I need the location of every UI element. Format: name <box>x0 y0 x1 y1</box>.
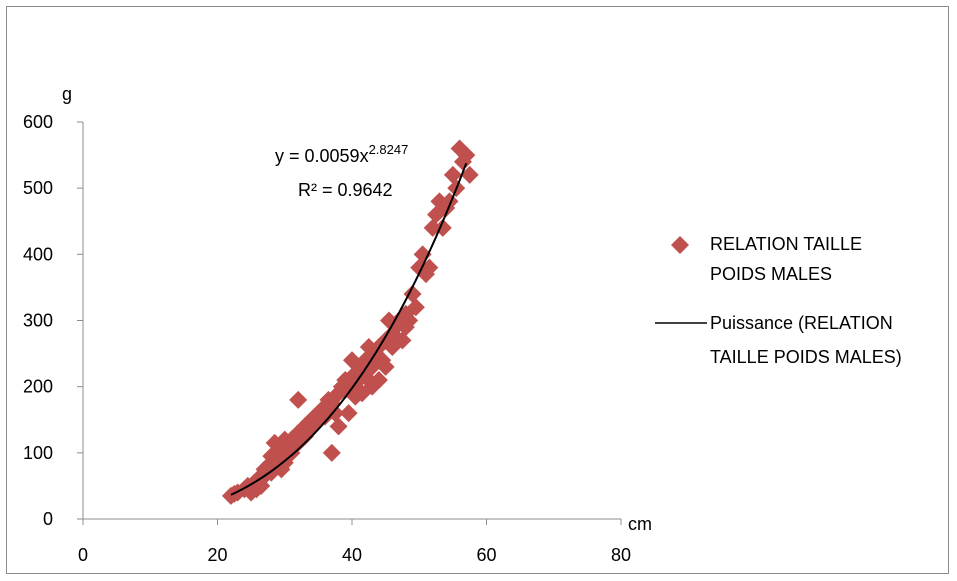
data-point <box>393 331 412 350</box>
y-axis: 0 100 200 300 400 500 600 <box>23 112 84 529</box>
legend-marker-diamond <box>671 236 689 254</box>
y-tick-label: 200 <box>23 377 53 397</box>
x-tick-label: 60 <box>476 545 496 565</box>
legend-label-scatter-line1: RELATION TAILLE <box>710 234 862 254</box>
x-tick-label: 80 <box>611 545 631 565</box>
data-point <box>289 390 308 409</box>
y-tick-label: 300 <box>23 311 53 331</box>
data-point <box>460 165 479 184</box>
r-squared-label: R² = 0.9642 <box>298 180 393 200</box>
data-point <box>443 165 462 184</box>
data-point <box>369 371 388 390</box>
chart-area <box>6 6 949 574</box>
legend-label-scatter-line2: POIDS MALES <box>710 264 832 284</box>
y-tick-label: 100 <box>23 443 53 463</box>
data-point <box>457 146 476 165</box>
legend: RELATION TAILLE POIDS MALES Puissance (R… <box>655 234 902 367</box>
legend-label-trend-line1: Puissance (RELATION <box>710 313 893 333</box>
x-axis: 0 20 40 60 80 <box>78 518 631 565</box>
data-point <box>400 311 419 330</box>
trendline-equation: y = 0.0059x2.8247 <box>275 142 408 166</box>
y-tick-label: 400 <box>23 244 53 264</box>
data-point <box>376 357 395 376</box>
data-point <box>322 443 341 462</box>
x-tick-label: 20 <box>207 545 227 565</box>
data-point <box>326 404 345 423</box>
legend-label-trend-line2: TAILLE POIDS MALES) <box>710 347 902 367</box>
data-point <box>339 404 358 423</box>
data-point <box>329 417 348 436</box>
y-tick-label: 0 <box>43 509 53 529</box>
equation-exponent: 2.8247 <box>369 142 409 157</box>
data-point <box>413 245 432 264</box>
y-tick-label: 500 <box>23 178 53 198</box>
power-trendline <box>230 162 468 496</box>
data-point <box>403 285 422 304</box>
y-axis-label: g <box>62 84 72 104</box>
data-point <box>406 298 425 317</box>
equation-base: y = 0.0059x <box>275 146 369 166</box>
x-tick-label: 0 <box>78 545 88 565</box>
y-tick-label: 600 <box>23 112 53 132</box>
x-tick-label: 40 <box>342 545 362 565</box>
x-axis-label: cm <box>628 514 652 534</box>
